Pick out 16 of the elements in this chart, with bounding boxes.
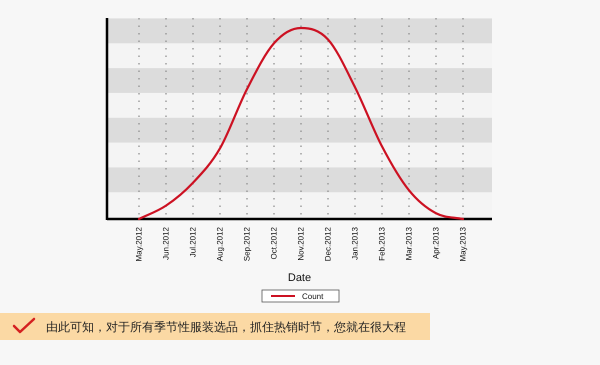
x-tick-label: May.2012 <box>134 226 144 262</box>
x-tick-label: Mar.2013 <box>404 226 414 260</box>
x-tick-label: Nov.2012 <box>296 226 306 261</box>
x-tick-label: Jul.2012 <box>188 226 198 258</box>
x-tick-label: May.2013 <box>458 226 468 262</box>
text: 由此可知，对于所有季节性服装选品，抓住热销时节，您就在很大程 <box>46 320 406 334</box>
x-tick-label: Jan.2013 <box>350 226 360 260</box>
x-tick-label: Feb.2013 <box>378 226 386 261</box>
x-tick-label: Oct.2012 <box>270 226 278 260</box>
x-tick-label: Jun.2012 <box>162 226 170 260</box>
x-tick-label: Aug.2012 <box>216 226 224 262</box>
legend-label: Count <box>302 292 324 301</box>
x-tick-label: Sep.2012 <box>242 226 252 262</box>
x-axis-title: Date <box>288 272 312 284</box>
x-tick-label: Apr.2013 <box>432 226 440 260</box>
x-tick-label: Dec.2012 <box>324 226 332 262</box>
